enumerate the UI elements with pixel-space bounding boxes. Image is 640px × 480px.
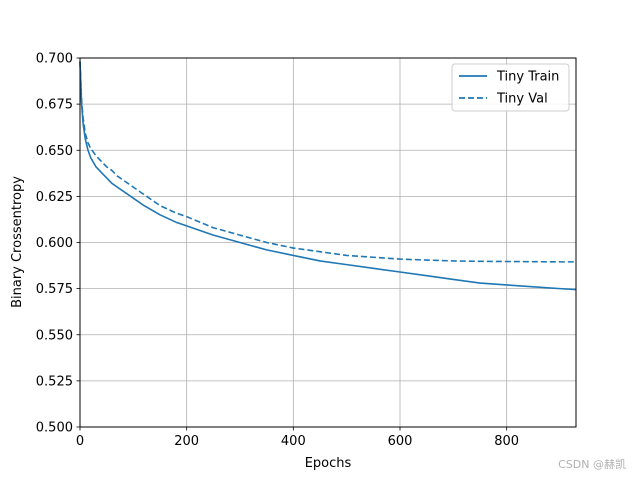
- y-tick-label: 0.675: [36, 98, 73, 113]
- y-tick-label: 0.525: [36, 374, 73, 389]
- series-layer: [79, 61, 577, 291]
- val-loss-line: [79, 61, 576, 263]
- y-tick-label: 0.575: [36, 282, 73, 297]
- y-tick-label: 0.500: [36, 421, 73, 436]
- y-tick-label: 0.600: [36, 236, 73, 251]
- legend-train-label: Tiny Train: [496, 70, 559, 85]
- x-tick-label: 0: [76, 434, 84, 449]
- y-tick-label: 0.625: [36, 190, 73, 205]
- x-tick-label: 400: [281, 434, 306, 449]
- x-tick-label: 200: [174, 434, 199, 449]
- legend-val-label: Tiny Val: [496, 92, 548, 107]
- y-tick-label: 0.550: [36, 328, 73, 343]
- x-axis-label: Epochs: [305, 456, 352, 471]
- x-tick-label: 800: [494, 434, 519, 449]
- legend: Tiny Train Tiny Val: [451, 63, 570, 112]
- watermark: CSDN @赫凯: [558, 458, 626, 471]
- ticks: 0 200 400 600 800 0.500 0.525 0.550 0.575 0.600 0.…: [36, 52, 519, 450]
- y-tick-label: 0.650: [36, 144, 73, 159]
- y-axis-label: Binary Crossentropy: [10, 176, 25, 308]
- train-loss-line: [79, 61, 577, 291]
- x-tick-label: 600: [388, 434, 413, 449]
- y-tick-label: 0.700: [36, 52, 73, 67]
- grid-lines: [79, 57, 576, 428]
